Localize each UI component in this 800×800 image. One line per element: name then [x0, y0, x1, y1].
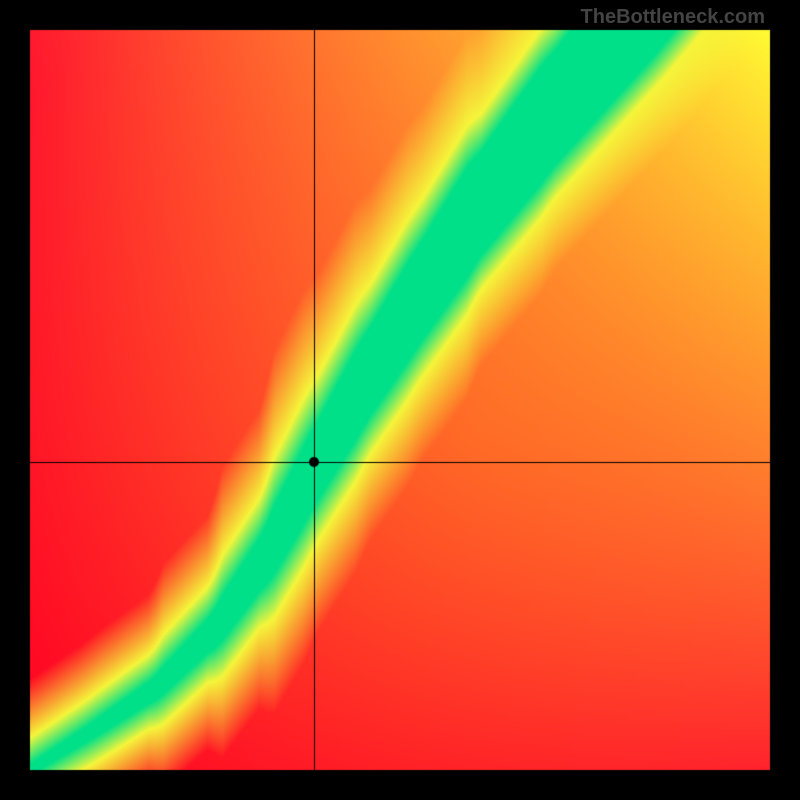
watermark-text: TheBottleneck.com [581, 6, 765, 29]
heatmap-canvas [0, 0, 800, 800]
chart-container: TheBottleneck.com [0, 0, 800, 800]
